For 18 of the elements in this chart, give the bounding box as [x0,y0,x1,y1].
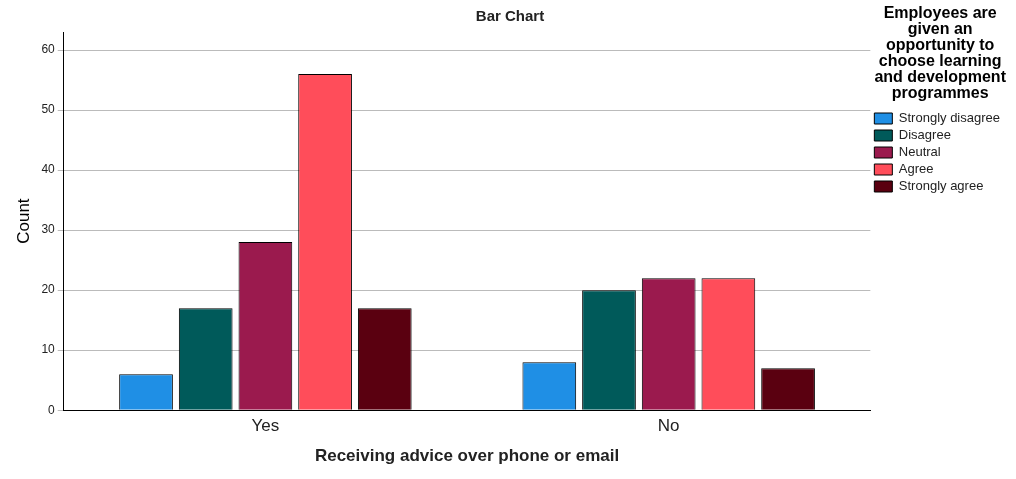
y-tick-label: 0 [48,402,56,417]
y-tick-label: 50 [41,102,56,117]
chart-title: Bar Chart [475,7,545,25]
y-tick-label: 10 [41,342,56,357]
y-tick-label: 40 [41,162,56,177]
x-tick-label: Yes [251,416,280,436]
legend-label: Disagree [898,127,951,143]
legend-label: Agree [898,161,934,177]
legend-label: Strongly agree [898,178,984,194]
legend-label: Strongly disagree [898,110,1000,126]
y-axis-title: Count [13,198,33,244]
y-tick-label: 20 [41,282,56,297]
y-tick-label: 60 [41,42,56,57]
legend-title: Employees are given an opportunity to choose learning and development programmes [874,4,1007,102]
x-tick-label: No [657,416,680,436]
legend-label: Neutral [898,144,941,160]
y-tick-label: 30 [41,222,56,237]
x-axis-title: Receiving advice over phone or email [314,446,620,466]
